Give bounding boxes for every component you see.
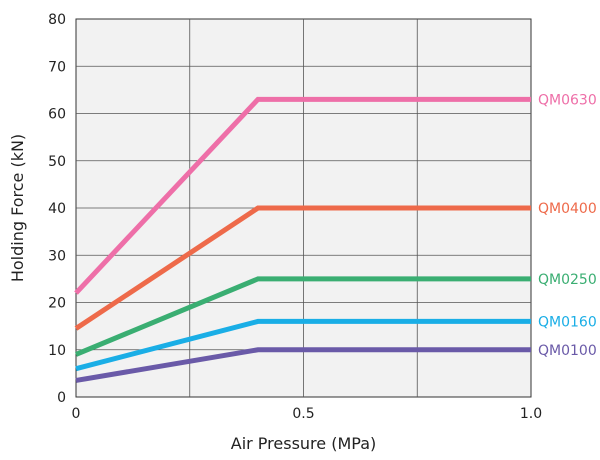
y-tick-label: 50 — [48, 154, 66, 170]
series-line-qm0250 — [75, 276, 531, 357]
y-tick-label: 70 — [48, 59, 66, 75]
series-label-qm0250: QM0250 — [538, 272, 597, 288]
x-tick-label: 0.5 — [292, 406, 314, 422]
y-tick-label: 40 — [48, 201, 66, 217]
y-tick-label: 10 — [48, 343, 66, 359]
y-tick-label: 30 — [48, 248, 66, 264]
series-lines — [74, 96, 531, 383]
series-label-qm0630: QM0630 — [538, 92, 597, 108]
series-label-qm0400: QM0400 — [538, 201, 597, 217]
y-tick-label: 60 — [48, 107, 66, 123]
series-labels: QM0630 QM0400 QM0250 QM0160 QM0100 — [538, 92, 597, 358]
y-axis-ticks: 0 10 20 30 40 50 60 70 80 — [48, 12, 66, 406]
series-line-qm0630 — [74, 96, 531, 295]
series-line-qm0100 — [75, 347, 531, 383]
series-line-qm0160 — [75, 318, 531, 372]
x-tick-label: 0 — [72, 406, 81, 422]
series-label-qm0100: QM0100 — [538, 343, 597, 359]
series-label-qm0160: QM0160 — [538, 314, 597, 330]
y-tick-label: 20 — [48, 296, 66, 312]
y-axis-label: Holding Force (kN) — [8, 134, 27, 282]
x-axis-ticks: 0 0.5 1.0 — [72, 406, 543, 422]
y-tick-label: 0 — [57, 390, 66, 406]
x-axis-label: Air Pressure (MPa) — [231, 434, 376, 453]
x-tick-label: 1.0 — [520, 406, 542, 422]
series-line-qm0400 — [74, 205, 531, 331]
y-tick-label: 80 — [48, 12, 66, 28]
